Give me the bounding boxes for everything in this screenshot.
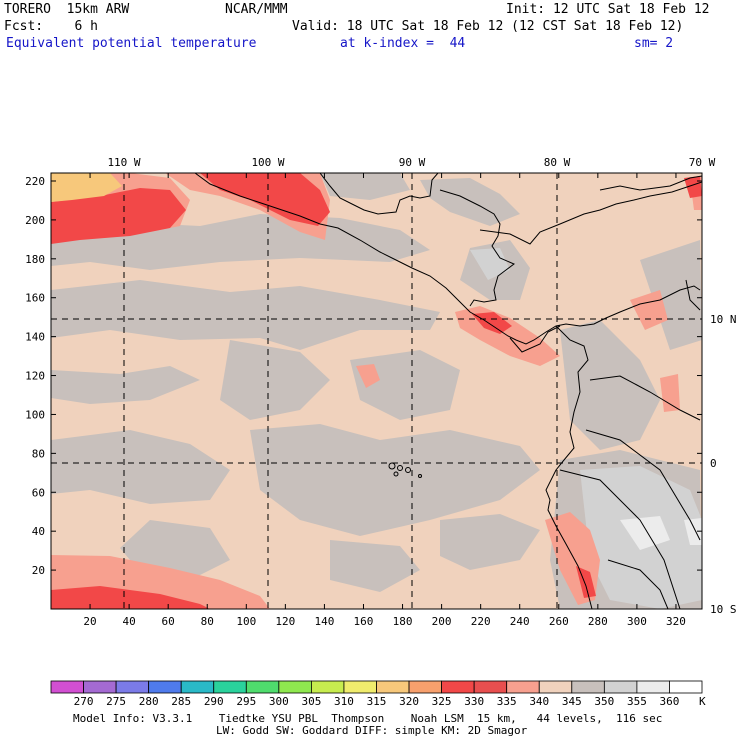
bottom-tick-label: 260 xyxy=(549,615,569,628)
bottom-tick-label: 320 xyxy=(666,615,686,628)
longitude-label: 100 W xyxy=(251,156,284,169)
colorbar-swatch xyxy=(669,680,703,694)
latitude-label: 10 N xyxy=(710,313,737,326)
left-tick-label: 200 xyxy=(25,214,45,227)
bottom-tick-label: 40 xyxy=(122,615,135,628)
colorbar-label: 305 xyxy=(301,695,321,708)
colorbar-swatch xyxy=(148,680,182,694)
latitude-label: 0 xyxy=(710,457,717,470)
bottom-tick-label: 160 xyxy=(354,615,374,628)
colorbar-swatch xyxy=(278,680,312,694)
left-tick-label: 80 xyxy=(32,447,45,460)
longitude-label: 70 W xyxy=(689,156,716,169)
colorbar-label: 290 xyxy=(204,695,224,708)
forecast-hour: Fcst: 6 h xyxy=(4,19,98,34)
colorbar-swatch xyxy=(603,680,638,694)
colorbar: 270 275 280 285 290 295 300 305 310 315 320 325 330 3… xyxy=(50,680,706,708)
colorbar-label: 340 xyxy=(529,695,549,708)
colorbar-swatch xyxy=(180,680,215,694)
left-tick-label: 160 xyxy=(25,292,45,305)
longitude-label: 90 W xyxy=(399,156,426,169)
longitude-label: 80 W xyxy=(544,156,571,169)
smoothing-label: sm= 2 xyxy=(634,36,674,51)
colorbar-label: 320 xyxy=(399,695,419,708)
left-tick-label: 20 xyxy=(32,564,45,577)
model-title: TORERO 15km ARW xyxy=(4,2,130,17)
center-label: NCAR/MMM xyxy=(225,2,288,17)
colorbar-swatches xyxy=(50,680,703,694)
colorbar-label: 310 xyxy=(334,695,354,708)
colorbar-swatch xyxy=(310,680,345,694)
colorbar-label: 275 xyxy=(106,695,126,708)
grid-lines xyxy=(51,173,702,609)
axis-tick-labels: 220 200 180 160 140 120 100 80 60 40 20 20 40 60 80 100… xyxy=(25,156,736,628)
colorbar-label: 360 xyxy=(660,695,680,708)
left-tick-label: 220 xyxy=(25,175,45,188)
colorbar-label: 335 xyxy=(497,695,517,708)
bottom-tick-label: 120 xyxy=(275,615,295,628)
field-330-335 xyxy=(51,173,702,609)
bottom-tick-label: 100 xyxy=(236,615,256,628)
colorbar-swatch xyxy=(376,680,410,694)
colorbar-swatch xyxy=(50,680,84,694)
theta-e-field xyxy=(51,173,702,609)
colorbar-swatch xyxy=(506,680,540,694)
colorbar-label: 330 xyxy=(464,695,484,708)
colorbar-swatch xyxy=(343,680,377,694)
model-info-line1: Model Info: V3.3.1 Tiedtke YSU PBL Thomp… xyxy=(73,712,663,725)
map-frame xyxy=(50,172,703,610)
colorbar-swatch xyxy=(408,680,442,694)
field-325-330 xyxy=(51,173,122,202)
left-tick-label: 40 xyxy=(32,525,45,538)
colorbar-label: 300 xyxy=(269,695,289,708)
field-name: Equivalent potential temperature xyxy=(6,36,257,51)
bottom-tick-label: 60 xyxy=(162,615,175,628)
longitude-label: 110 W xyxy=(107,156,140,169)
colorbar-label: 345 xyxy=(562,695,582,708)
colorbar-swatch xyxy=(213,680,247,694)
valid-time: Valid: 18 UTC Sat 18 Feb 12 (12 CST Sat … xyxy=(292,19,684,34)
coastlines xyxy=(194,173,702,609)
colorbar-label: 270 xyxy=(74,695,94,708)
colorbar-label: 350 xyxy=(594,695,614,708)
galapagos-islands xyxy=(388,462,422,478)
left-tick-label: 180 xyxy=(25,253,45,266)
bottom-tick-label: 220 xyxy=(471,615,491,628)
left-tick-label: 120 xyxy=(25,370,45,383)
latitude-label: 10 S xyxy=(710,603,737,616)
axis-ticks xyxy=(51,173,702,609)
bottom-tick-label: 280 xyxy=(588,615,608,628)
colorbar-unit: K xyxy=(699,695,706,708)
level-label: at k-index = 44 xyxy=(340,36,466,51)
colorbar-labels: 270 275 280 285 290 295 300 305 310 315 320 325 330 3… xyxy=(74,695,680,708)
bottom-tick-label: 140 xyxy=(314,615,334,628)
bottom-tick-label: 80 xyxy=(201,615,214,628)
colorbar-label: 295 xyxy=(236,695,256,708)
colorbar-swatch xyxy=(115,680,150,694)
colorbar-label: 280 xyxy=(139,695,159,708)
bottom-tick-label: 20 xyxy=(83,615,96,628)
model-info-line2: LW: Godd SW: Goddard DIFF: simple KM: 2D… xyxy=(216,724,528,737)
bottom-tick-label: 240 xyxy=(510,615,530,628)
colorbar-swatch xyxy=(245,680,280,694)
left-tick-label: 60 xyxy=(32,486,45,499)
left-tick-label: 100 xyxy=(25,408,45,421)
colorbar-swatch xyxy=(473,680,508,694)
field-355-360 xyxy=(620,516,702,550)
colorbar-label: 285 xyxy=(171,695,191,708)
colorbar-swatch xyxy=(441,680,475,694)
bottom-tick-label: 180 xyxy=(393,615,413,628)
bottom-tick-label: 300 xyxy=(627,615,647,628)
colorbar-label: 315 xyxy=(367,695,387,708)
colorbar-label: 325 xyxy=(432,695,452,708)
colorbar-swatch xyxy=(636,680,670,694)
init-time: Init: 12 UTC Sat 18 Feb 12 xyxy=(506,2,710,17)
colorbar-swatch xyxy=(571,680,605,694)
colorbar-swatch xyxy=(538,680,573,694)
left-tick-label: 140 xyxy=(25,331,45,344)
bottom-tick-label: 200 xyxy=(432,615,452,628)
colorbar-swatch xyxy=(83,680,117,694)
colorbar-label: 355 xyxy=(627,695,647,708)
